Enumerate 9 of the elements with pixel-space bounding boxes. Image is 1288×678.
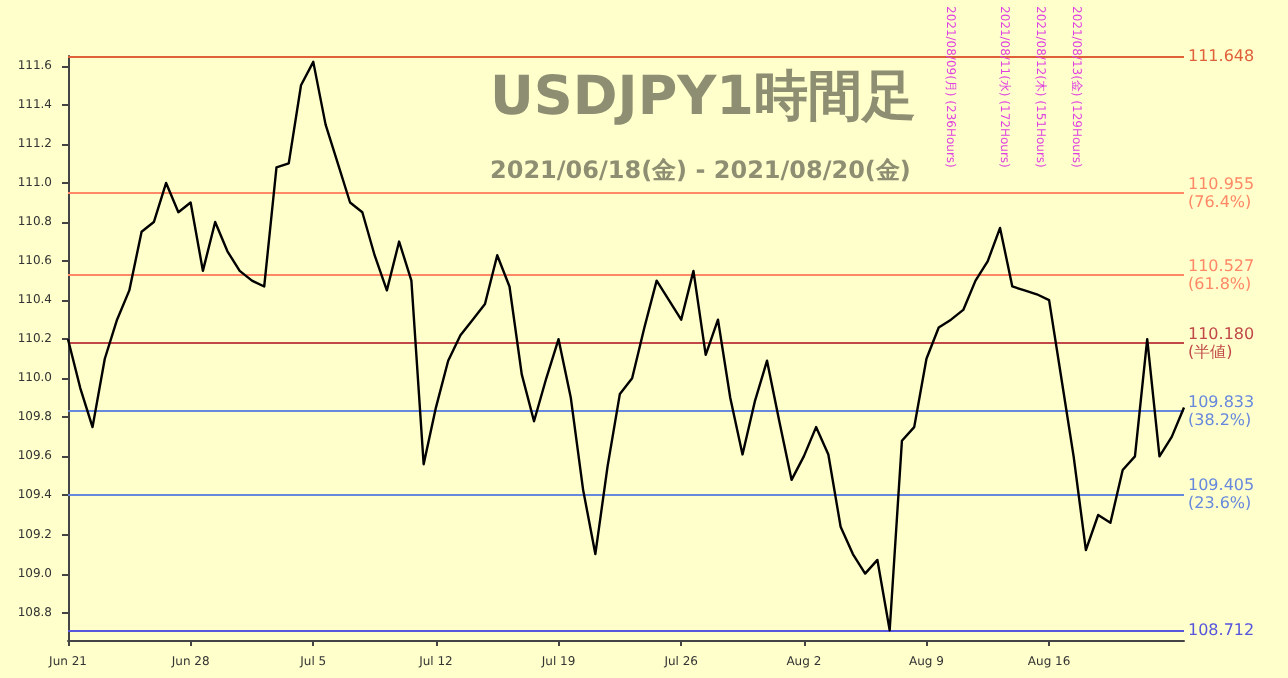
- ref-line-label: 111.648: [1188, 47, 1255, 65]
- ref-line-label: 108.712: [1188, 621, 1255, 640]
- ref-line-label: 109.405 (23.6%): [1188, 475, 1255, 512]
- text: 2021/06/18(金) - 2021/08/20(金): [490, 156, 911, 184]
- ref-line-label: 109.833 (38.2%): [1188, 393, 1255, 430]
- chart-title: USDJPY1時間足: [490, 66, 916, 128]
- ref-line-label: 110.180 (半値): [1188, 325, 1255, 362]
- ref-line-label: 110.955 (76.4%): [1188, 174, 1255, 211]
- ref-line-label: 110.527 (61.8%): [1188, 256, 1255, 293]
